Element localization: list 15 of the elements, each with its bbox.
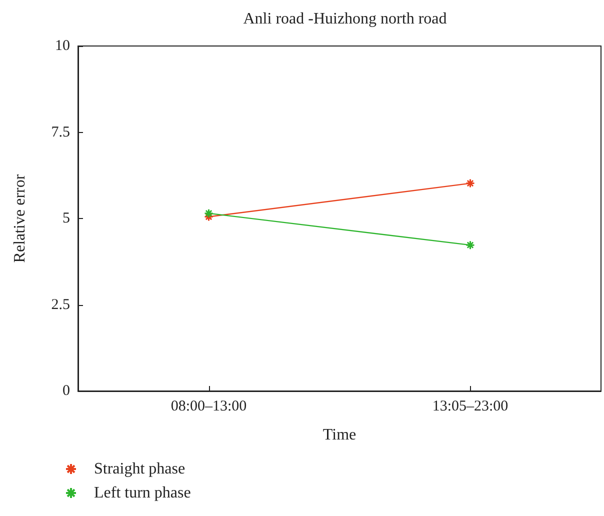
y-axis-title: Relative error <box>12 174 28 263</box>
y-tick-label: 0 <box>62 383 70 399</box>
legend-label: Straight phase <box>94 460 186 478</box>
legend-label: Left turn phase <box>94 484 191 502</box>
chart-title: Anli road -Huizhong north road <box>243 10 447 28</box>
x-tick-label: 13:05–23:00 <box>432 398 508 414</box>
x-axis-title: Time <box>322 426 356 444</box>
point <box>466 178 475 188</box>
y-tick-label: 10 <box>55 38 70 54</box>
y-tick-label: 2.5 <box>51 296 70 313</box>
y-tick-label: 5 <box>62 210 70 226</box>
point <box>204 208 214 218</box>
y-tick-label: 7.5 <box>51 124 70 140</box>
x-tick-label: 08:00–13:00 <box>170 398 247 414</box>
point <box>466 240 475 250</box>
